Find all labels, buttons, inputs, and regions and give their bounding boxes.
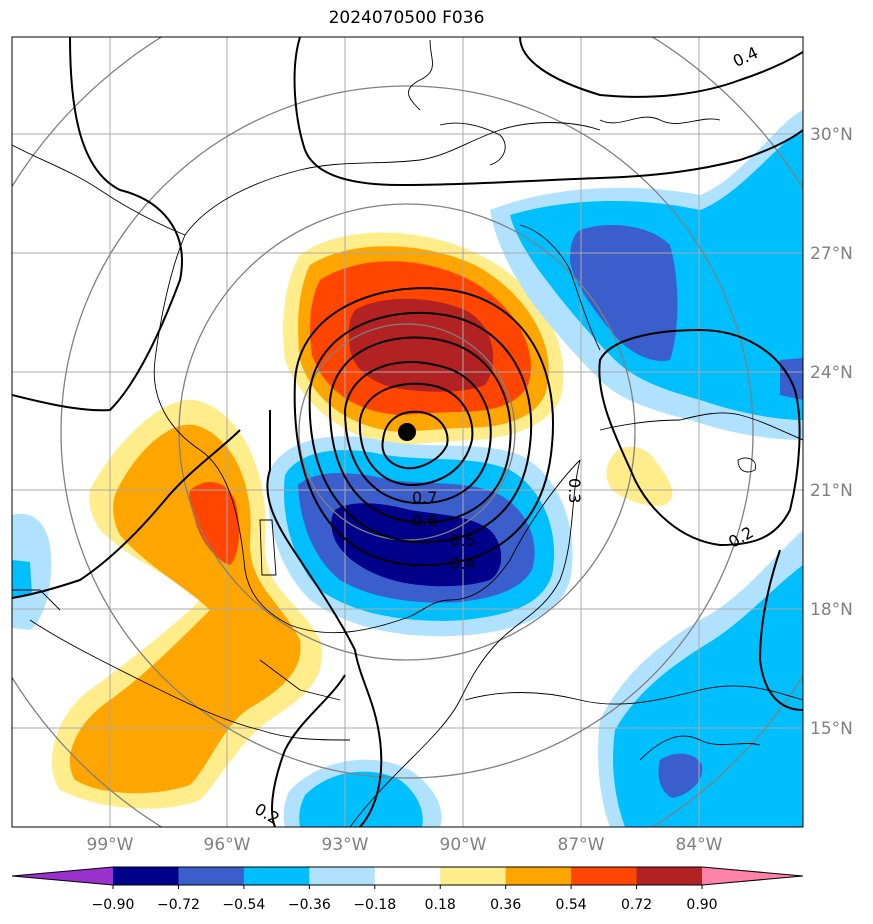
lon-label: 96°W <box>204 835 251 855</box>
colorbar-segment <box>505 867 572 885</box>
colorbar-segment <box>571 867 638 885</box>
positive-anomaly-fill <box>51 232 673 809</box>
lat-label: 30°N <box>810 125 853 145</box>
contour-label: 0.4 <box>450 554 475 573</box>
coastlines <box>12 39 803 827</box>
colorbar-tick-label: 0.54 <box>556 897 587 913</box>
lat-label: 27°N <box>810 244 853 264</box>
lon-label: 87°W <box>558 835 605 855</box>
contour-lines <box>12 37 803 827</box>
lon-label: 99°W <box>87 835 134 855</box>
colorbar-tick-label: −0.90 <box>92 897 135 913</box>
colorbar-tick-label: −0.18 <box>353 897 396 913</box>
colorbar-tick-label: −0.54 <box>222 897 265 913</box>
colorbar-segment <box>374 867 441 885</box>
latitude-labels: 30°N 27°N 24°N 21°N 18°N 15°N <box>810 125 853 739</box>
colorbar-segment <box>636 867 703 885</box>
contour-label: 0.7 <box>412 488 437 507</box>
colorbar-tick-label: −0.36 <box>288 897 331 913</box>
map-area: 0.4 0.7 0.6 0.5 0.4 0.3 0.2 0.2 <box>12 37 803 827</box>
colorbar-tick-label: 0.18 <box>425 897 456 913</box>
colorbar-tick-label: −0.72 <box>157 897 200 913</box>
negative-anomaly-fill <box>12 110 803 827</box>
lon-label: 93°W <box>322 835 369 855</box>
colorbar-segment <box>178 867 245 885</box>
colorbar-labels: −0.90 −0.72 −0.54 −0.36 −0.18 0.18 0.36 0.54 0.7… <box>92 885 718 913</box>
storm-center-marker <box>398 423 416 441</box>
map-title: 2024070500 F036 <box>328 8 485 28</box>
colorbar-tick-label: 0.90 <box>686 897 717 913</box>
lat-label: 18°N <box>810 600 853 620</box>
graticule <box>12 37 803 827</box>
lat-label: 15°N <box>810 719 853 739</box>
colorbar-segment <box>309 867 376 885</box>
lon-label: 84°W <box>676 835 723 855</box>
longitude-labels: 99°W 96°W 93°W 90°W 87°W 84°W <box>87 835 723 855</box>
lat-label: 21°N <box>810 481 853 501</box>
colorbar-outline <box>11 866 804 886</box>
colorbar-segment <box>113 867 179 885</box>
colorbar: −0.90 −0.72 −0.54 −0.36 −0.18 0.18 0.36 0.54 0.7… <box>11 866 804 913</box>
contour-label: 0.6 <box>412 511 437 530</box>
colorbar-tick-label: 0.36 <box>490 897 521 913</box>
contour-label: 0.3 <box>565 478 584 503</box>
colorbar-extend-high <box>702 867 803 885</box>
colorbar-segment <box>243 867 310 885</box>
lat-label: 24°N <box>810 363 853 383</box>
colorbar-segments <box>12 867 803 885</box>
colorbar-extend-low <box>12 867 113 885</box>
colorbar-segment <box>440 867 507 885</box>
contour-label: 0.5 <box>450 531 475 550</box>
lon-label: 90°W <box>440 835 487 855</box>
colorbar-tick-label: 0.72 <box>621 897 652 913</box>
map-frame <box>11 36 804 828</box>
